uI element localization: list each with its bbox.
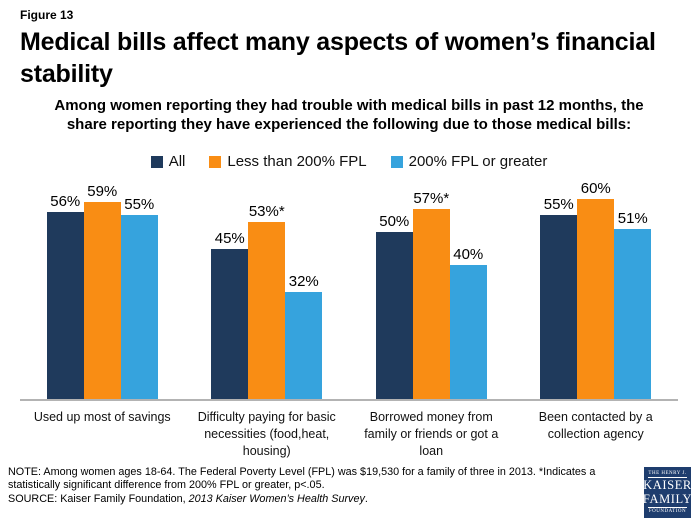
- page-title: Medical bills affect many aspects of wom…: [20, 28, 656, 88]
- bar-value-label: 40%: [453, 245, 484, 263]
- logo-line-family: FAMILY: [642, 492, 693, 506]
- legend-label: Less than 200% FPL: [227, 153, 367, 170]
- bar-wrap: 45%: [211, 229, 249, 399]
- bar-wrap: 57%*: [412, 189, 450, 399]
- bar-value-label: 53%*: [248, 202, 285, 220]
- bar-wrap: 55%: [120, 195, 158, 399]
- category-axis-labels: Used up most of savings Difficulty paying…: [20, 409, 678, 460]
- bar-wrap: 40%: [449, 245, 487, 399]
- bar-wrap: 55%: [540, 195, 578, 399]
- legend-swatch-icon: [390, 155, 403, 168]
- bar-all-cat2: [375, 232, 413, 399]
- kaiser-family-foundation-logo: THE HENRY J. KAISER FAMILY FOUNDATION: [642, 467, 693, 518]
- legend-item-2: 200% FPL or greater: [390, 153, 548, 170]
- bar-value-label: 59%: [87, 182, 118, 200]
- bar-value-label: 51%: [617, 209, 648, 227]
- chart-subtitle: Among women reporting they had trouble w…: [54, 97, 644, 133]
- logo-divider: [648, 477, 687, 479]
- legend-item-1: Less than 200% FPL: [209, 153, 367, 170]
- bar-all-cat3: [540, 215, 578, 399]
- bar-value-label: 50%: [379, 212, 410, 230]
- logo-line-kaiser: KAISER: [643, 478, 692, 493]
- bar-group-3: 55% 60% 51%: [514, 180, 679, 399]
- legend-label: 200% FPL or greater: [408, 153, 548, 170]
- legend-swatch-icon: [209, 155, 222, 168]
- figure-label: Figure 13: [20, 8, 74, 22]
- bar-less-than-200-fpl-cat3: [577, 199, 615, 399]
- bar-200-fpl-or-greater-cat2: [449, 265, 487, 399]
- bar-wrap: 53%*: [248, 202, 286, 399]
- legend-label: All: [168, 153, 186, 170]
- legend-swatch-icon: [150, 155, 163, 168]
- footnotes: NOTE: Among women ages 18-64. The Federa…: [8, 466, 638, 506]
- bar-all-cat0: [46, 212, 84, 399]
- bar-wrap: 51%: [614, 209, 652, 399]
- bar-200-fpl-or-greater-cat0: [120, 215, 158, 399]
- bar-wrap: 59%: [83, 182, 121, 399]
- note-text: NOTE: Among women ages 18-64. The Federa…: [8, 466, 596, 492]
- source-survey-name: 2013 Kaiser Women’s Health Survey: [188, 492, 365, 505]
- bar-value-label: 60%: [580, 179, 611, 197]
- logo-line-henry: THE HENRY J.: [648, 471, 687, 477]
- bar-value-label: 57%*: [413, 189, 450, 207]
- bar-value-label: 55%: [124, 195, 155, 213]
- category-label-3: Been contacted by a collection agency: [538, 410, 653, 441]
- bar-200-fpl-or-greater-cat1: [285, 292, 323, 399]
- logo-line-foundation: FOUNDATION: [648, 508, 687, 514]
- bar-200-fpl-or-greater-cat3: [614, 229, 652, 399]
- legend-item-0: All: [150, 153, 186, 170]
- bar-all-cat1: [211, 249, 249, 399]
- bar-wrap: 60%: [577, 179, 615, 399]
- bar-chart: 56% 59% 55% 45% 53%* 32% 50% 57%* 40% 55% 60% 51%: [20, 180, 678, 401]
- logo-divider: [648, 506, 687, 508]
- bar-wrap: 50%: [375, 212, 413, 399]
- category-label-0: Used up most of savings: [33, 410, 171, 424]
- bar-less-than-200-fpl-cat1: [248, 222, 286, 399]
- chart-legend: All Less than 200% FPL 200% FPL or greater: [20, 153, 678, 170]
- bar-value-label: 55%: [543, 195, 574, 213]
- bar-less-than-200-fpl-cat2: [412, 209, 450, 399]
- bar-wrap: 56%: [46, 192, 84, 399]
- bar-value-label: 56%: [50, 192, 81, 210]
- bar-group-1: 45% 53%* 32%: [185, 180, 350, 399]
- bar-value-label: 45%: [214, 229, 245, 247]
- bar-value-label: 32%: [288, 272, 319, 290]
- source-text: SOURCE: Kaiser Family Foundation, 2013 K…: [8, 492, 368, 505]
- bar-group-2: 50% 57%* 40%: [349, 180, 514, 399]
- bar-less-than-200-fpl-cat0: [83, 202, 121, 399]
- bar-wrap: 32%: [285, 272, 323, 399]
- category-label-1: Difficulty paying for basic necessities …: [197, 410, 336, 458]
- bar-group-0: 56% 59% 55%: [20, 180, 185, 399]
- category-label-2: Borrowed money from family or friends or…: [364, 410, 499, 458]
